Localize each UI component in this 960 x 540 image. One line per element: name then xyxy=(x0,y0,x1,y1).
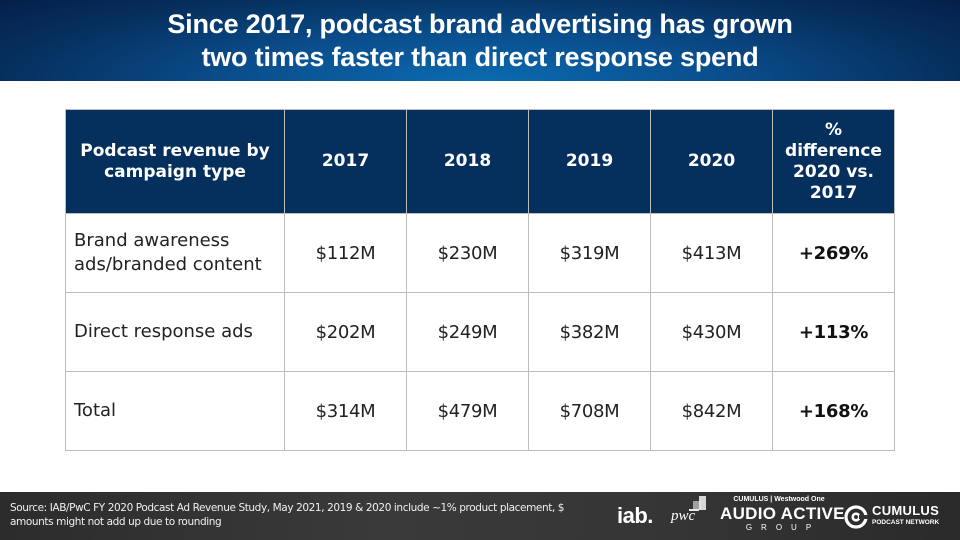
cell-2019: $708M xyxy=(528,371,651,451)
table-row: Brand awareness ads/branded content $112… xyxy=(65,213,895,293)
row-label: Brand awareness ads/branded content xyxy=(65,213,285,293)
cell-pct-difference: +113% xyxy=(772,292,895,372)
source-note: Source: IAB/PwC FY 2020 Podcast Ad Reven… xyxy=(10,502,565,528)
title-banner: Since 2017, podcast brand advertising ha… xyxy=(0,0,960,81)
aag-group-text: GROUP xyxy=(745,523,821,532)
footer-bar: Source: IAB/PwC FY 2020 Podcast Ad Reven… xyxy=(0,492,960,540)
pwc-logo: pwc xyxy=(671,508,696,524)
audio-active-group-logo: CUMULUS | Westwood One AUDIO ACTIVE GROU… xyxy=(720,495,845,537)
cell-pct-difference: +269% xyxy=(772,213,895,293)
cell-2019: $319M xyxy=(528,213,651,293)
revenue-table-container: Podcast revenue by campaign type 2017 20… xyxy=(65,109,895,451)
aag-main-text: AUDIO ACTIVE xyxy=(720,504,845,523)
cell-2017: $112M xyxy=(284,213,407,293)
header-pct-difference: % difference 2020 vs. 2017 xyxy=(772,109,895,214)
cell-2019: $382M xyxy=(528,292,651,372)
cell-pct-difference: +168% xyxy=(772,371,895,451)
pwc-mark-icon xyxy=(689,496,709,511)
header-campaign-type: Podcast revenue by campaign type xyxy=(65,109,285,214)
cumulus-podcast-network-logo: CUMULUS PODCAST NETWORK xyxy=(872,504,939,527)
cumulus-sub: PODCAST NETWORK xyxy=(872,519,940,526)
table-row: Direct response ads $202M $249M $382M $4… xyxy=(65,292,895,372)
cell-2020: $430M xyxy=(650,292,773,372)
slide-title-line-1: Since 2017, podcast brand advertising ha… xyxy=(167,8,793,39)
row-label: Direct response ads xyxy=(65,292,285,372)
cumulus-logo-icon xyxy=(844,505,868,529)
header-2019: 2019 xyxy=(528,109,651,214)
cell-2017: $314M xyxy=(284,371,407,451)
row-label: Total xyxy=(65,371,285,451)
cell-2020: $842M xyxy=(650,371,773,451)
revenue-table: Podcast revenue by campaign type 2017 20… xyxy=(65,109,895,451)
table-header-row: Podcast revenue by campaign type 2017 20… xyxy=(65,109,895,214)
cell-2017: $202M xyxy=(284,292,407,372)
cell-2018: $249M xyxy=(406,292,529,372)
cell-2018: $230M xyxy=(406,213,529,293)
header-2018: 2018 xyxy=(406,109,529,214)
slide-title-line-2: two times faster than direct response sp… xyxy=(201,41,759,72)
header-2020: 2020 xyxy=(650,109,773,214)
table-row: Total $314M $479M $708M $842M +168% xyxy=(65,371,895,451)
aag-top-line: CUMULUS | Westwood One xyxy=(733,496,825,503)
cumulus-name: CUMULUS xyxy=(872,503,940,518)
iab-logo: iab. xyxy=(617,503,653,528)
cell-2020: $413M xyxy=(650,213,773,293)
cell-2018: $479M xyxy=(406,371,529,451)
header-2017: 2017 xyxy=(284,109,407,214)
